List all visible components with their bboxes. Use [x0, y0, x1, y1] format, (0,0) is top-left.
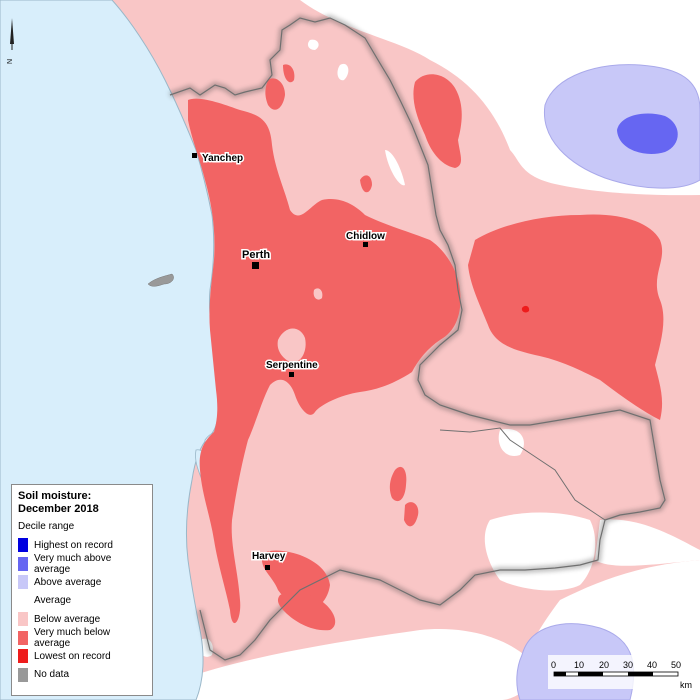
town-chidlow: Chidlow — [345, 230, 387, 247]
very-much-below-average-regions — [188, 64, 664, 631]
legend-title: Soil moisture: December 2018 — [18, 490, 146, 516]
legend-item-very-much-below: Very much below average — [18, 626, 146, 649]
legend-label-very-much-below: Very much below average — [34, 626, 111, 649]
very-much-above-core — [617, 113, 678, 154]
scale-tick-30: 30 — [623, 660, 633, 670]
legend-swatch-no-data — [18, 667, 28, 682]
legend-swatch-highest — [18, 538, 28, 553]
scale-seg-3 — [628, 672, 653, 676]
legend-subtitle: Decile range — [18, 521, 75, 532]
town-perth: Perth — [241, 248, 272, 269]
legend-item-above: Above average — [18, 573, 146, 592]
legend-swatch-lowest — [18, 649, 28, 664]
legend-label-lowest: Lowest on record — [34, 650, 111, 662]
town-serpentine: Serpentine — [265, 359, 320, 377]
below-average-holes — [277, 288, 323, 363]
harvey-marker — [265, 565, 270, 570]
legend-item-highest: Highest on record — [18, 536, 146, 555]
legend-swatch-below — [18, 612, 28, 627]
legend-label-very-much-above: Very much above average — [34, 552, 112, 575]
legend-swatch-above — [18, 575, 28, 590]
legend-item-below: Below average — [18, 610, 146, 629]
serpentine-marker — [289, 372, 294, 377]
scale-tick-50: 50 — [671, 660, 681, 670]
harvey-label: Harvey — [252, 551, 286, 562]
yanchep-label: Yanchep — [202, 153, 243, 164]
perth-label: Perth — [242, 249, 270, 261]
legend-label-above: Above average — [34, 576, 102, 588]
yanchep-marker — [192, 153, 197, 158]
legend-swatch-very-much-above — [18, 556, 28, 571]
catchment-boundary — [169, 17, 666, 661]
town-yanchep: Yanchep — [192, 152, 245, 166]
perth-marker — [252, 262, 259, 269]
scale-bar: 0 10 20 30 40 50 km — [548, 655, 692, 690]
chidlow-label: Chidlow — [346, 231, 385, 242]
inner-boundary — [439, 427, 606, 521]
serpentine-label: Serpentine — [266, 360, 318, 371]
scale-bar-body — [553, 671, 679, 677]
legend-item-average: Average — [18, 592, 146, 611]
north-arrow-icon — [10, 18, 14, 44]
lowest-on-record-spot — [521, 305, 530, 313]
scale-tick-0: 0 — [551, 660, 556, 670]
scale-seg-2 — [578, 672, 603, 676]
legend-swatch-average — [18, 593, 28, 608]
legend-label-average: Average — [34, 595, 72, 607]
chidlow-marker — [363, 242, 368, 247]
legend-swatch-very-much-below — [18, 630, 28, 645]
town-harvey: Harvey — [251, 550, 287, 570]
scale-tick-10: 10 — [574, 660, 584, 670]
legend-item-lowest: Lowest on record — [18, 647, 146, 666]
legend-title-line1: Soil moisture: — [18, 490, 92, 502]
north-label: N — [7, 59, 14, 64]
legend-item-no-data: No data — [18, 666, 146, 685]
island — [147, 273, 174, 287]
north-arrow: N — [2, 16, 16, 70]
scale-seg-1 — [554, 672, 566, 676]
scale-tick-40: 40 — [647, 660, 657, 670]
legend: Soil moisture: December 2018 Decile rang… — [11, 484, 153, 696]
scale-unit: km — [680, 680, 692, 690]
legend-item-very-much-above: Very much above average — [18, 552, 146, 575]
legend-label-below: Below average — [34, 613, 101, 625]
scale-tick-20: 20 — [599, 660, 609, 670]
legend-label-highest: Highest on record — [34, 539, 113, 551]
legend-label-no-data: No data — [34, 669, 70, 681]
legend-title-line2: December 2018 — [18, 503, 99, 515]
